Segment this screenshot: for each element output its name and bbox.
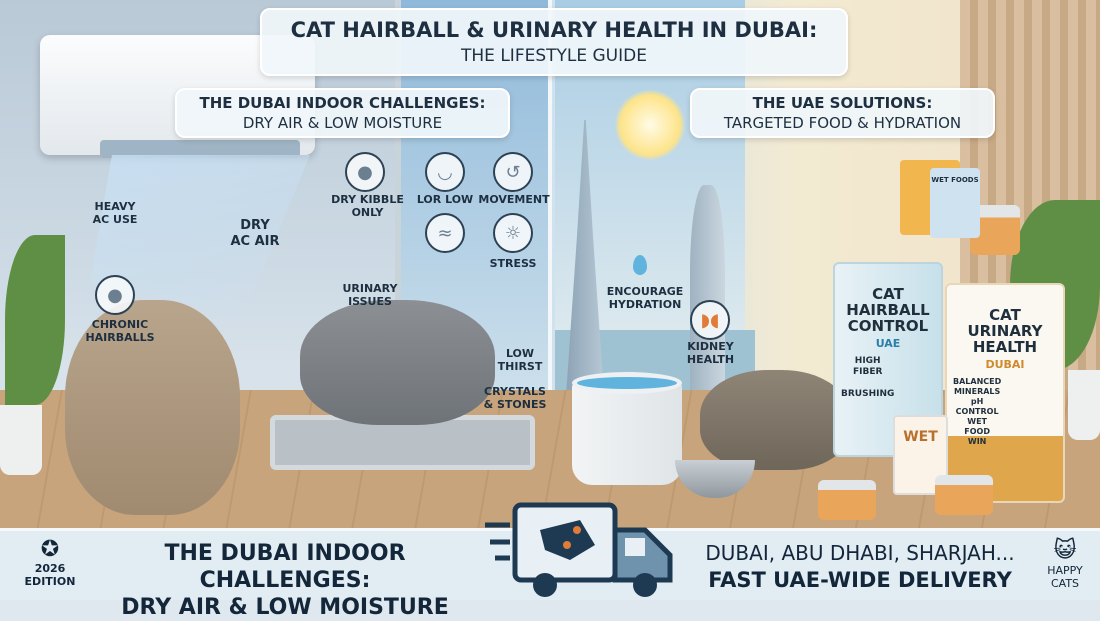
kidney-icon: ◗◖ (690, 300, 730, 340)
plant-pot (0, 405, 42, 475)
right-heading: THE UAE SOLUTIONS: (752, 94, 933, 112)
longhair-cat (65, 300, 240, 515)
stress-icon: ☼ (493, 213, 533, 253)
wet-foods-pouch: WET FOODS (930, 168, 980, 238)
label-chronic-hairballs: CHRONIC HAIRBALLS (85, 318, 155, 344)
hairball-control-bag: CAT HAIRBALL CONTROL UAE HIGH FIBER BRUS… (833, 262, 943, 457)
bag-title: CAT HAIRBALL CONTROL (846, 285, 930, 335)
bag-points: HIGH FIBER BRUSHING (841, 356, 895, 399)
urinary-health-bag: CAT URINARY HEALTH DUBAI BALANCED MINERA… (945, 283, 1065, 503)
sun (615, 90, 685, 160)
banner-left-line2: DRY AIR & LOW MOISTURE (121, 595, 449, 620)
badge-check-icon: ✪ (40, 537, 60, 562)
label-lor-low: LOR LOW (416, 193, 474, 206)
banner-right-text: DUBAI, ABU DHABI, SHARJAH... FAST UAE-WI… (700, 540, 1020, 594)
water-drop-icon (633, 255, 647, 275)
label-heavy-ac: HEAVY AC USE (92, 200, 138, 226)
tabby-cat (700, 370, 850, 470)
food-can (935, 475, 993, 515)
page-subtitle: THE LIFESTYLE GUIDE (461, 46, 647, 66)
bag-title: CAT URINARY HEALTH (967, 306, 1043, 356)
label-encourage-hydration: ENCOURAGE HYDRATION (606, 285, 684, 311)
page-title: CAT HAIRBALL & URINARY HEALTH IN DUBAI: (290, 18, 818, 42)
delivery-truck-icon (485, 502, 673, 597)
label-low-thirst: LOW THIRST (497, 347, 543, 373)
kibble-icon: ● (345, 152, 385, 192)
right-heading-box: THE UAE SOLUTIONS: TARGETED FOOD & HYDRA… (690, 88, 995, 138)
grey-cat (300, 300, 495, 425)
happy-cats-logo: 😺 HAPPY CATS (1035, 538, 1095, 590)
right-subheading: TARGETED FOOD & HYDRATION (723, 114, 962, 132)
cat-face-icon: 😺 (1053, 538, 1077, 563)
label-dry-ac-air: DRY AC AIR (230, 218, 280, 249)
food-bowl-icon: ◡ (425, 152, 465, 192)
label-stress: STRESS (489, 257, 537, 270)
plant-pot (1068, 370, 1100, 440)
divider (548, 0, 552, 528)
left-heading-box: THE DUBAI INDOOR CHALLENGES: DRY AIR & L… (175, 88, 510, 138)
banner-right-line1: DUBAI, ABU DHABI, SHARJAH... (705, 541, 1015, 565)
plant (5, 235, 65, 405)
brand-name: HAPPY CATS (1047, 564, 1083, 590)
bag-region: UAE (875, 337, 901, 350)
label-kidney-health: KIDNEY HEALTH (686, 340, 735, 366)
label-urinary-issues: URINARY ISSUES (342, 282, 398, 308)
wet-foods-label: WET FOODS (931, 176, 979, 184)
fountain-water (572, 372, 682, 394)
banner-left-text: THE DUBAI INDOOR CHALLENGES: DRY AIR & L… (95, 540, 475, 621)
edition-badge: ✪ 2026 EDITION (20, 537, 80, 589)
ac-vent (100, 140, 300, 158)
left-subheading: DRY AIR & LOW MOISTURE (242, 114, 443, 132)
label-movement: MOVEMENT (478, 193, 550, 206)
bag-points: BALANCED MINERALS pH CONTROL WET FOOD WI… (953, 377, 1002, 446)
label-dry-kibble: DRY KIBBLE ONLY (331, 193, 404, 219)
banner-right-line2: FAST UAE-WIDE DELIVERY (708, 568, 1012, 592)
food-can (818, 480, 876, 520)
pouch-label: WET (903, 429, 938, 445)
hairball-icon: ● (95, 275, 135, 315)
left-heading: THE DUBAI INDOOR CHALLENGES: (199, 94, 486, 112)
skyscraper (690, 185, 725, 405)
title-box: CAT HAIRBALL & URINARY HEALTH IN DUBAI: … (260, 8, 848, 76)
movement-icon: ↺ (493, 152, 533, 192)
edition-text: 2026 EDITION (24, 562, 76, 588)
banner-left-line1: THE DUBAI INDOOR CHALLENGES: (164, 541, 406, 593)
cat-icon: ≈ (425, 213, 465, 253)
bag-region: DUBAI (985, 358, 1025, 371)
label-crystals-stones: CRYSTALS & STONES (483, 385, 547, 411)
water-fountain (572, 380, 682, 485)
